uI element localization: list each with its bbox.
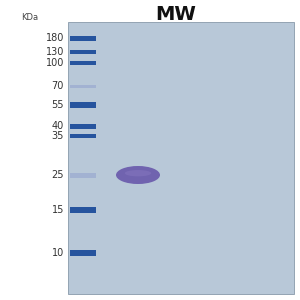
Ellipse shape [116,166,160,184]
Text: 10: 10 [52,248,64,258]
Text: 25: 25 [52,170,64,180]
Text: MW: MW [155,4,196,23]
Bar [70,250,96,256]
Bar [70,35,96,40]
Text: 35: 35 [52,131,64,141]
Text: 130: 130 [46,47,64,57]
Bar [70,134,96,138]
Bar [70,172,96,178]
Text: 180: 180 [46,33,64,43]
Bar [68,22,294,294]
Text: 15: 15 [52,205,64,215]
Text: KDa: KDa [21,14,39,22]
Bar [70,124,96,128]
Text: 55: 55 [52,100,64,110]
Bar [70,50,96,54]
Bar [70,102,96,108]
Bar [70,85,96,88]
Bar [70,207,96,213]
Bar [70,61,96,65]
Text: 100: 100 [46,58,64,68]
Text: 40: 40 [52,121,64,131]
Text: 70: 70 [52,81,64,91]
Ellipse shape [125,170,151,176]
